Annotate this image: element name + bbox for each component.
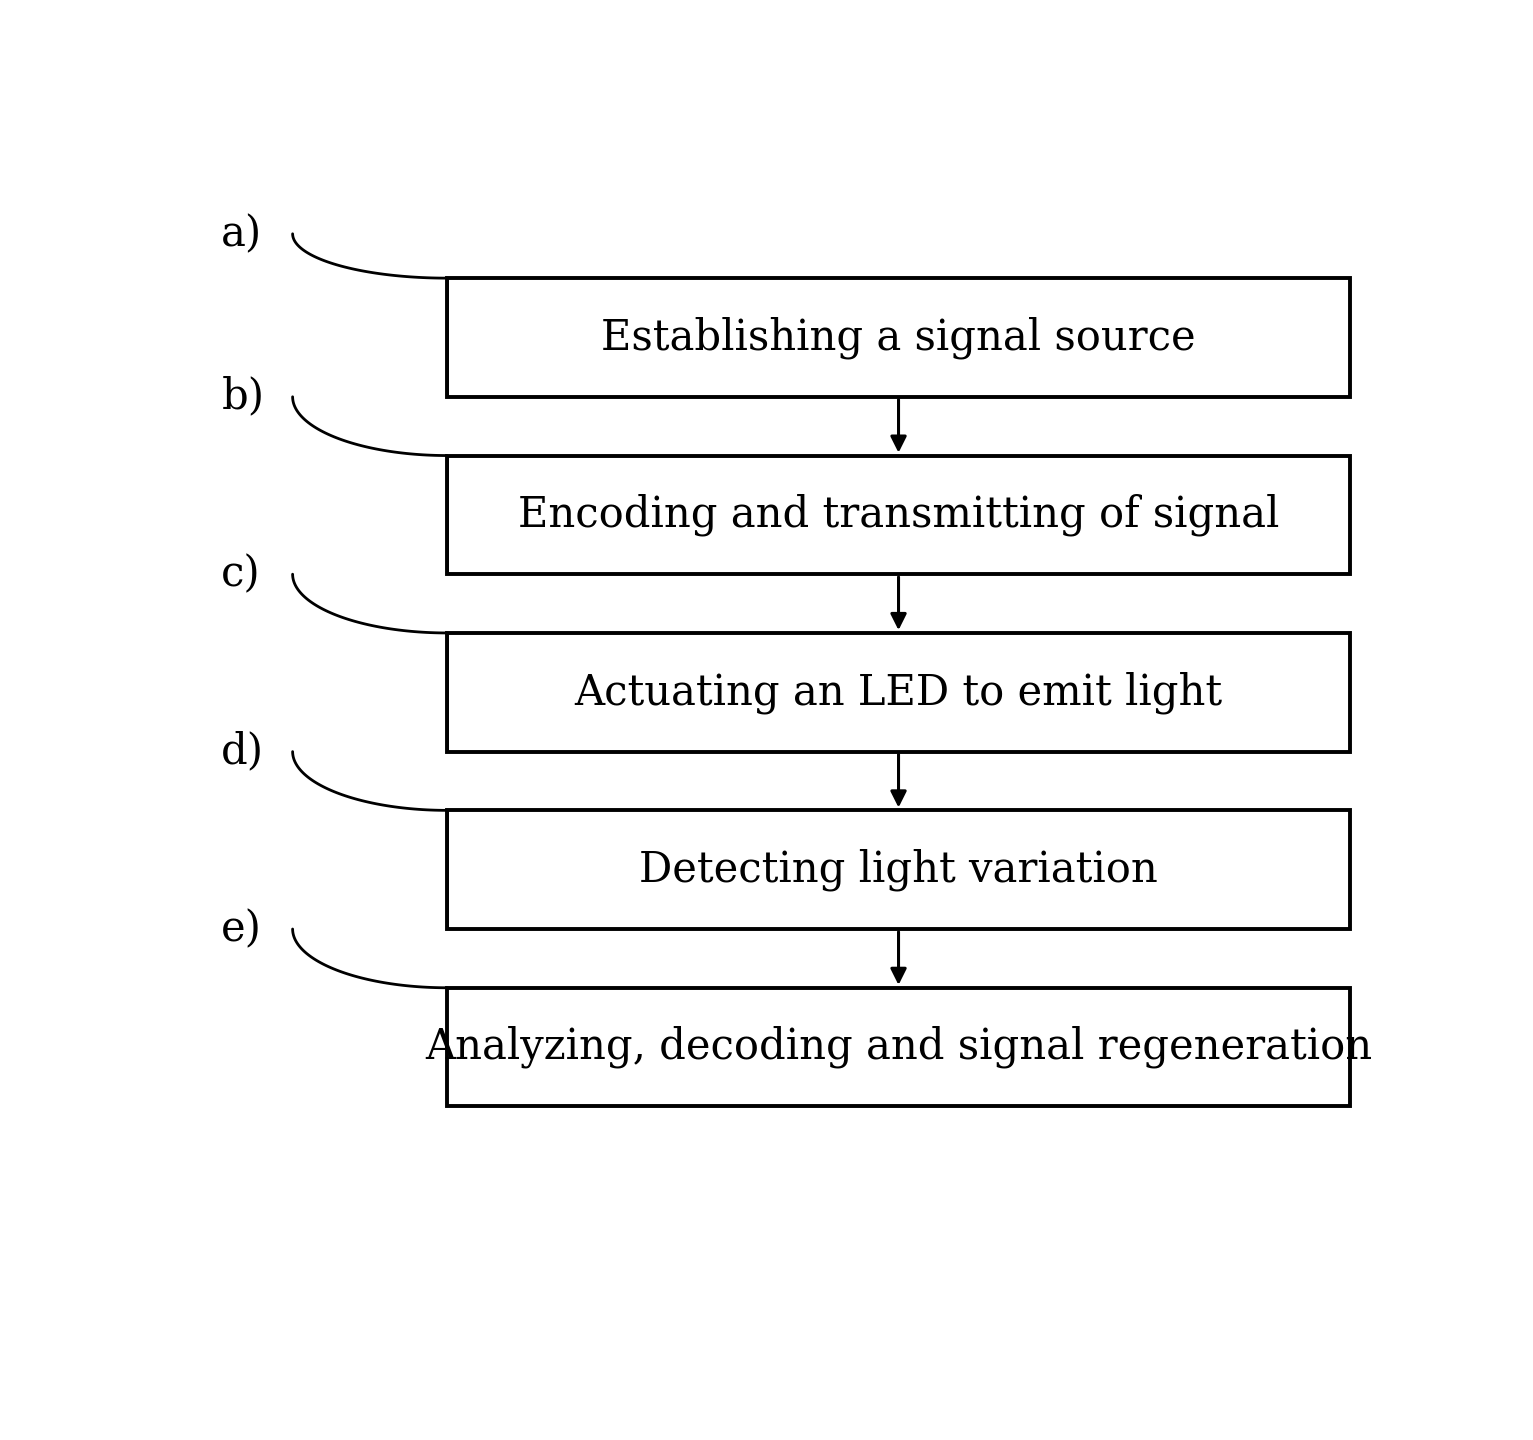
FancyBboxPatch shape bbox=[448, 811, 1351, 929]
Text: Actuating an LED to emit light: Actuating an LED to emit light bbox=[575, 671, 1223, 714]
Text: a): a) bbox=[221, 213, 262, 255]
Text: c): c) bbox=[221, 553, 261, 595]
Text: Encoding and transmitting of signal: Encoding and transmitting of signal bbox=[518, 494, 1279, 536]
Text: d): d) bbox=[221, 730, 264, 773]
Text: Establishing a signal source: Establishing a signal source bbox=[601, 317, 1196, 359]
FancyBboxPatch shape bbox=[448, 988, 1351, 1106]
FancyBboxPatch shape bbox=[448, 455, 1351, 575]
Text: Detecting light variation: Detecting light variation bbox=[639, 848, 1157, 891]
Text: b): b) bbox=[221, 376, 264, 418]
Text: e): e) bbox=[221, 909, 262, 950]
FancyBboxPatch shape bbox=[448, 278, 1351, 397]
FancyBboxPatch shape bbox=[448, 634, 1351, 752]
Text: Analyzing, decoding and signal regeneration: Analyzing, decoding and signal regenerat… bbox=[425, 1025, 1372, 1068]
